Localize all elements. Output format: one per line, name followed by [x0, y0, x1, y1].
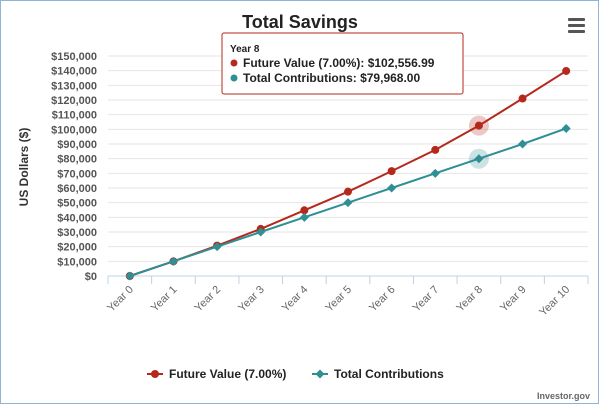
x-tick-label: Year 9 — [498, 284, 529, 315]
y-tick-label: $140,000 — [51, 66, 97, 78]
y-tick-label: $10,000 — [57, 256, 97, 268]
data-point[interactable] — [474, 154, 484, 164]
y-tick-label: $120,000 — [51, 95, 97, 107]
y-tick-label: $150,000 — [51, 51, 97, 63]
x-tick-label: Year 5 — [323, 284, 354, 315]
y-tick-label: $100,000 — [51, 124, 97, 136]
y-axis-label: US Dollars ($) — [17, 128, 31, 207]
x-tick-label: Year 4 — [280, 284, 311, 315]
data-point[interactable] — [256, 227, 266, 237]
x-tick-label: Year 3 — [236, 284, 267, 315]
y-tick-label: $40,000 — [57, 212, 97, 224]
y-tick-label: $110,000 — [52, 110, 97, 122]
data-point[interactable] — [387, 167, 396, 176]
credit-text[interactable]: Investor.gov — [537, 391, 590, 401]
data-point[interactable] — [343, 198, 353, 208]
data-point[interactable] — [474, 121, 483, 130]
data-point[interactable] — [125, 271, 135, 281]
data-point[interactable] — [387, 183, 397, 193]
y-tick-label: $70,000 — [57, 168, 97, 180]
data-point[interactable] — [430, 168, 440, 178]
data-point[interactable] — [344, 187, 352, 196]
x-tick-label: Year 0 — [105, 284, 136, 315]
y-tick-label: $130,000 — [51, 80, 97, 92]
menu-button[interactable] — [565, 15, 589, 35]
data-point[interactable] — [168, 256, 178, 266]
tooltip-line-future-value: Future Value (7.00%): $102,556.99 — [243, 56, 435, 70]
data-point[interactable] — [212, 242, 222, 252]
x-axis — [107, 275, 589, 284]
data-point[interactable] — [561, 123, 571, 133]
tooltip-marker-future-value — [230, 59, 238, 67]
tooltip: Year 8 Future Value (7.00%): $102,556.99… — [221, 32, 464, 95]
y-tick-label: $80,000 — [57, 154, 97, 166]
data-point[interactable] — [299, 212, 309, 222]
tooltip-line-total-contributions: Total Contributions: $79,968.00 — [243, 71, 420, 85]
chart-title: Total Savings — [242, 12, 358, 32]
hamburger-menu-icon — [568, 18, 585, 21]
series-group — [125, 66, 571, 281]
x-tick-label: Year 1 — [149, 284, 180, 315]
y-tick-label: $90,000 — [57, 139, 97, 151]
data-point[interactable] — [518, 139, 528, 149]
legend-marker — [151, 370, 159, 378]
x-axis-ticks: Year 0 Year 1 Year 2 Year 3 Year 4 Year 5 Year… — [105, 284, 572, 319]
x-tick-label: Year 6 — [367, 284, 398, 315]
x-tick-label: Year 2 — [193, 284, 224, 315]
legend-item-future-value[interactable]: Future Value (7.00%) — [147, 367, 286, 381]
legend-label: Future Value (7.00%) — [169, 367, 286, 381]
legend-marker — [315, 369, 325, 379]
x-tick-label: Year 8 — [454, 284, 485, 315]
legend: Future Value (7.00%) Total Contributions — [147, 367, 444, 381]
legend-item-total-contributions[interactable]: Total Contributions — [312, 367, 444, 381]
data-point[interactable] — [300, 206, 309, 215]
x-tick-label: Year 10 — [537, 284, 572, 319]
data-point[interactable] — [518, 94, 527, 103]
y-tick-label: $50,000 — [57, 198, 97, 210]
legend-label: Total Contributions — [334, 367, 444, 381]
y-tick-label: $30,000 — [57, 227, 97, 239]
data-point[interactable] — [431, 145, 440, 154]
tooltip-marker-total-contributions — [230, 74, 238, 82]
series-total-contributions — [125, 123, 571, 281]
y-tick-label: $20,000 — [57, 242, 97, 254]
data-point[interactable] — [562, 66, 571, 75]
y-tick-label: $60,000 — [57, 183, 97, 195]
x-tick-label: Year 7 — [411, 284, 442, 315]
tooltip-header: Year 8 — [230, 44, 260, 55]
y-axis-ticks: $0 $10,000 $20,000 $30,000 $40,000 $50,000 $60… — [51, 51, 97, 283]
y-tick-label: $0 — [85, 271, 97, 283]
